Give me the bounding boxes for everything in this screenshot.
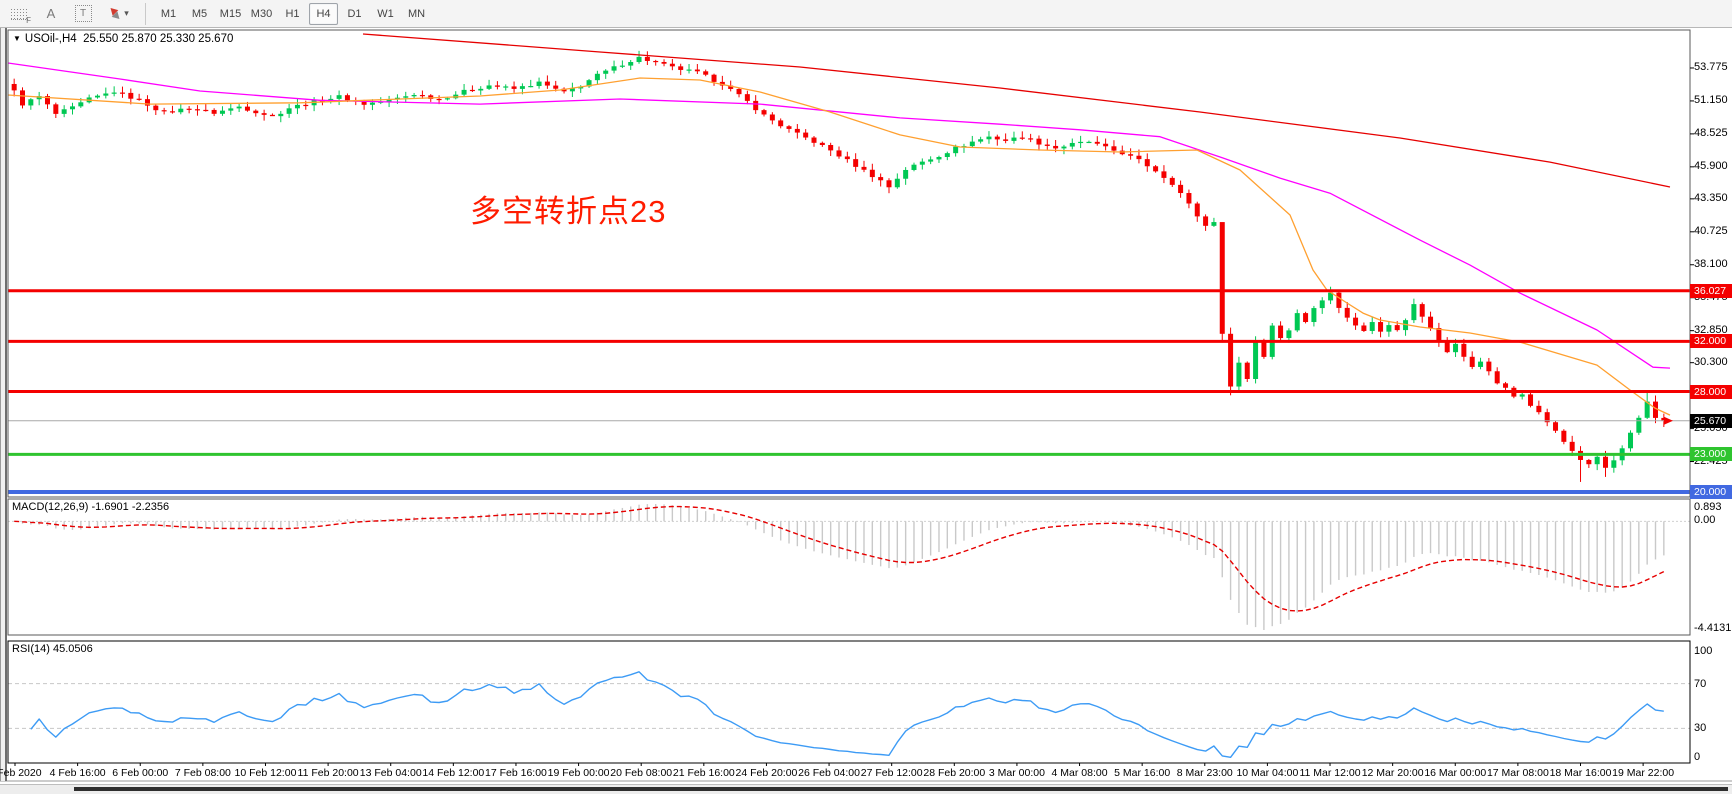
symbol-period-label: USOil-,H4 bbox=[24, 33, 77, 45]
time-axis-label: 26 Feb 04:00 bbox=[798, 767, 860, 779]
macd-indicator-label: MACD(12,26,9) -1.6901 -2.2356 bbox=[12, 501, 170, 513]
timeframe-button-mn[interactable]: MN bbox=[407, 7, 426, 20]
rsi-indicator-label: RSI(14) 45.0506 bbox=[12, 643, 93, 655]
time-axis-label: 18 Mar 16:00 bbox=[1549, 767, 1612, 779]
time-axis-label: 19 Feb 00:00 bbox=[547, 767, 610, 779]
time-axis-label: 3 Mar 00:00 bbox=[988, 767, 1045, 779]
time-axis-label: 12 Mar 20:00 bbox=[1361, 767, 1424, 779]
timeframe-button-m1[interactable]: M1 bbox=[160, 7, 177, 20]
time-axis-label: 14 Feb 12:00 bbox=[422, 767, 485, 779]
timeframe-button-w1[interactable]: W1 bbox=[377, 7, 394, 20]
letter-a-glyph: A bbox=[46, 6, 56, 21]
time-axis-label: 16 Mar 00:00 bbox=[1424, 767, 1487, 779]
price-axis-label: 38.100 bbox=[1694, 258, 1728, 271]
time-axis-label: 5 Mar 16:00 bbox=[1114, 767, 1171, 779]
macd-axis-zero: 0.00 bbox=[1694, 514, 1716, 527]
timeframe-button-m30[interactable]: M30 bbox=[250, 7, 273, 20]
price-axis-label: 32.850 bbox=[1694, 324, 1728, 337]
time-axis-label: 11 Feb 20:00 bbox=[297, 767, 359, 779]
timeframe-button-m5[interactable]: M5 bbox=[191, 7, 208, 20]
time-axis-label: 4 Mar 08:00 bbox=[1051, 767, 1108, 779]
time-axis-label: 24 Feb 20:00 bbox=[735, 767, 798, 779]
timeframe-button-m15[interactable]: M15 bbox=[219, 7, 242, 20]
time-axis-label: 17 Feb 16:00 bbox=[485, 767, 547, 779]
time-axis-label: 3 Feb 2020 bbox=[0, 767, 42, 779]
rsi-axis-30: 30 bbox=[1694, 722, 1707, 735]
toolbar-separator bbox=[145, 2, 146, 25]
time-axis-label: 19 Mar 22:00 bbox=[1612, 767, 1675, 779]
horizontal-scrollbar-thumb[interactable] bbox=[74, 787, 1728, 791]
time-axis-label: 10 Feb 12:00 bbox=[234, 767, 297, 779]
macd-values: -1.6901 -2.2356 bbox=[91, 501, 170, 513]
time-axis-label: 7 Feb 08:00 bbox=[174, 767, 231, 779]
time-axis-label: 28 Feb 20:00 bbox=[923, 767, 986, 779]
time-axis-label: 27 Feb 12:00 bbox=[860, 767, 923, 779]
time-axis-label: 4 Feb 16:00 bbox=[49, 767, 106, 779]
macd-axis-min: -4.4131 bbox=[1694, 622, 1732, 634]
current-price-badge: 25.670 bbox=[1690, 413, 1732, 428]
rsi-axis-100: 100 bbox=[1694, 645, 1713, 657]
price-axis-label: 40.725 bbox=[1694, 225, 1728, 238]
price-axis-label: 48.525 bbox=[1694, 127, 1728, 140]
text-label-icon[interactable]: T bbox=[70, 3, 96, 25]
annotate-letter-icon[interactable]: A bbox=[38, 3, 64, 25]
chart-annotation-text[interactable]: 多空转折点23 bbox=[470, 194, 667, 229]
letter-t-glyph: T bbox=[74, 5, 92, 22]
rsi-value: 45.0506 bbox=[52, 643, 93, 655]
time-axis-label: 11 Mar 12:00 bbox=[1299, 767, 1361, 779]
time-axis-label: 17 Mar 08:00 bbox=[1486, 767, 1549, 779]
period-grid-icon[interactable]: F bbox=[6, 3, 32, 25]
macd-axis-max: 0.893 bbox=[1694, 501, 1722, 513]
time-axis-label: 21 Feb 16:00 bbox=[672, 767, 735, 779]
grid-f-glyph: F bbox=[26, 15, 31, 25]
time-axis-label: 10 Mar 04:00 bbox=[1236, 767, 1299, 779]
price-level-badge: 20.000 bbox=[1690, 484, 1732, 499]
price-level-badge: 28.000 bbox=[1690, 384, 1732, 399]
window-left-border bbox=[0, 28, 7, 781]
time-axis-label: 20 Feb 08:00 bbox=[610, 767, 673, 779]
grid-glyph bbox=[10, 7, 28, 20]
timeframe-button-group: M1 M5 M15 M30 H1 H4 D1 W1 MN bbox=[153, 2, 432, 25]
price-axis-label: 43.350 bbox=[1694, 192, 1728, 205]
timeframe-button-d1[interactable]: D1 bbox=[347, 7, 362, 20]
price-axis-label: 53.775 bbox=[1694, 61, 1728, 74]
time-axis-label: 6 Feb 00:00 bbox=[112, 767, 169, 779]
ohlc-values: 25.550 25.870 25.330 25.670 bbox=[83, 33, 234, 45]
price-axis-label: 30.300 bbox=[1694, 356, 1728, 369]
rsi-axis-0: 0 bbox=[1694, 751, 1701, 763]
timeframe-button-h1[interactable]: H1 bbox=[285, 7, 300, 20]
horizontal-scrollbar[interactable] bbox=[0, 784, 1732, 794]
timeframe-button-h4[interactable]: H4 bbox=[309, 2, 338, 25]
chart-title: ▼ USOil-,H4 25.550 25.870 25.330 25.670 bbox=[13, 33, 233, 45]
collapse-triangle-icon[interactable]: ▼ bbox=[13, 34, 21, 43]
price-axis-label: 45.900 bbox=[1694, 160, 1728, 173]
price-level-badge: 36.027 bbox=[1690, 283, 1732, 298]
arrow-objects-icon[interactable]: ▾ bbox=[102, 3, 136, 25]
rsi-axis-70: 70 bbox=[1694, 677, 1707, 690]
price-level-badge: 32.000 bbox=[1690, 334, 1732, 349]
toolbar: F A T ▾ M1 M5 M15 M30 H1 H4 D1 W1 MN bbox=[0, 0, 1732, 28]
time-axis-label: 13 Feb 04:00 bbox=[359, 767, 422, 779]
price-level-badge: 23.000 bbox=[1690, 447, 1732, 462]
time-axis-label: 8 Mar 23:00 bbox=[1176, 767, 1233, 779]
price-axis-label: 51.150 bbox=[1694, 94, 1728, 107]
dropdown-caret-icon: ▾ bbox=[124, 8, 129, 18]
